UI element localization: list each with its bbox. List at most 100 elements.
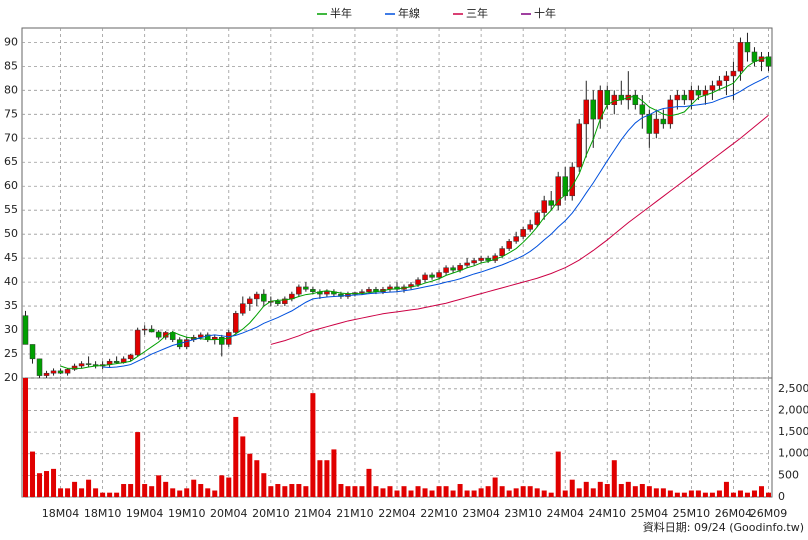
x-tick-label: 21M10 xyxy=(336,507,374,520)
x-tick-label: 22M04 xyxy=(378,507,416,520)
volume-bar xyxy=(660,488,666,497)
volume-bar xyxy=(436,486,442,497)
volume-bar xyxy=(632,486,638,497)
volume-bar xyxy=(478,488,484,497)
volume-bar xyxy=(639,484,645,497)
volume-bar xyxy=(457,484,463,497)
y-tick-label: 85 xyxy=(4,59,18,72)
volume-bar xyxy=(359,486,365,497)
candle-body xyxy=(43,372,50,376)
candle-body xyxy=(576,123,582,168)
y-tick-label: 30 xyxy=(4,323,18,336)
legend-label: 半年 xyxy=(330,6,352,20)
volume-bar xyxy=(492,477,498,497)
x-tick-label: 23M10 xyxy=(504,507,542,520)
volume-bar xyxy=(744,492,750,497)
volume-bar xyxy=(401,486,407,497)
candle-body xyxy=(148,328,155,333)
candle-body xyxy=(169,332,176,340)
volume-bar xyxy=(429,490,435,497)
volume-bar xyxy=(331,449,337,497)
candle-body xyxy=(134,329,141,356)
volume-bar xyxy=(618,484,624,497)
candle-body xyxy=(688,90,695,101)
candle-body xyxy=(359,291,365,293)
candle-body xyxy=(667,99,674,125)
volume-bar xyxy=(576,488,582,497)
candle-body xyxy=(50,370,57,374)
volume-bar xyxy=(534,488,540,497)
y-tick-label: 1,000 xyxy=(778,447,808,460)
y-tick-label: 65 xyxy=(4,155,18,168)
x-tick-label: 26M04 xyxy=(715,507,753,520)
y-tick-label: 75 xyxy=(4,107,18,120)
volume-bar xyxy=(142,484,148,497)
volume-bar xyxy=(303,486,309,497)
volume-bar xyxy=(345,486,351,497)
candle-body xyxy=(261,293,267,302)
x-tick-label: 18M04 xyxy=(42,507,80,520)
volume-bar xyxy=(422,488,428,497)
volume-bar xyxy=(170,488,176,497)
volume-bar xyxy=(604,484,610,497)
volume-bar xyxy=(520,486,526,497)
volume-bar xyxy=(219,475,225,497)
volume-bar xyxy=(450,490,456,497)
volume-bar xyxy=(86,479,92,497)
y-tick-label: 20 xyxy=(4,371,18,384)
y-tick-label: 45 xyxy=(4,251,18,264)
volume-bar xyxy=(156,475,162,497)
volume-bar xyxy=(667,490,673,497)
y-tick-label: 50 xyxy=(4,227,18,240)
candle-body xyxy=(78,363,85,367)
volume-bar xyxy=(758,486,764,497)
volume-bar xyxy=(23,378,29,497)
volume-bar xyxy=(310,393,316,497)
volume-bar xyxy=(443,486,449,497)
volume-bar xyxy=(569,479,575,497)
source-note: 資料日期: 09/24 (Goodinfo.tw) xyxy=(643,520,804,534)
volume-bar xyxy=(163,481,169,497)
volume-bar xyxy=(548,492,554,497)
candle-body xyxy=(29,344,36,360)
volume-bar xyxy=(408,490,414,497)
volume-bar xyxy=(107,492,113,497)
volume-bar xyxy=(646,486,652,497)
volume-bar xyxy=(352,486,358,497)
legend-label: 三年 xyxy=(466,6,488,20)
y-tick-label: 55 xyxy=(4,203,18,216)
x-tick-label: 25M10 xyxy=(673,507,711,520)
candle-body xyxy=(604,90,611,105)
candle-body xyxy=(71,365,78,370)
volume-bar xyxy=(513,488,519,497)
candle-body xyxy=(569,166,575,197)
legend-label: 年線 xyxy=(398,6,420,20)
volume-bar xyxy=(30,451,36,497)
volume-bar xyxy=(387,486,393,497)
volume-bar xyxy=(324,460,330,497)
x-tick-label: 25M04 xyxy=(631,507,669,520)
x-tick-label: 18M10 xyxy=(84,507,122,520)
volume-bar xyxy=(254,460,260,497)
volume-bar xyxy=(135,432,141,497)
volume-bar xyxy=(716,490,722,497)
candle-body xyxy=(22,315,29,345)
candle-body xyxy=(233,313,239,333)
ma-line xyxy=(60,56,769,369)
candle-body xyxy=(541,200,547,213)
volume-bar xyxy=(485,486,491,497)
volume-bar xyxy=(373,486,379,497)
volume-bar xyxy=(128,484,134,497)
volume-bar xyxy=(464,490,470,497)
volume-bar xyxy=(65,488,71,497)
volume-bar xyxy=(730,492,736,497)
volume-bar xyxy=(58,488,64,497)
y-tick-label: 70 xyxy=(4,131,18,144)
y-tick-label: 80 xyxy=(4,83,18,96)
volume-bar xyxy=(471,490,477,497)
x-tick-label: 23M04 xyxy=(462,507,500,520)
volume-bar xyxy=(240,436,246,497)
candle-body xyxy=(183,339,190,348)
candle-body xyxy=(513,236,519,242)
volume-bar xyxy=(590,488,596,497)
